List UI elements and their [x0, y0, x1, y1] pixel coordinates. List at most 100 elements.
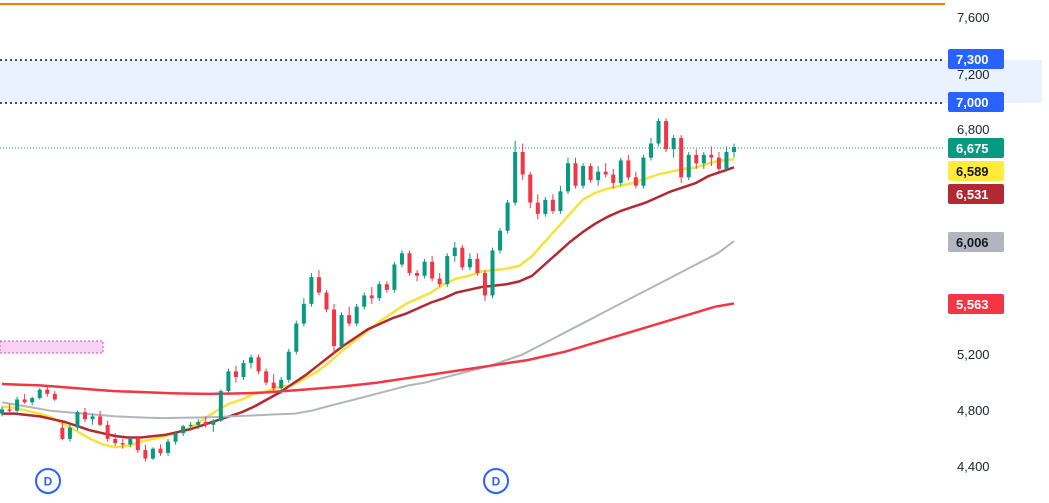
dividend-marker-2[interactable]: D: [483, 468, 509, 494]
candle: [558, 185, 563, 214]
candle: [596, 166, 601, 186]
moving-averages: [1, 157, 735, 449]
candle: [0, 406, 4, 417]
candle: [543, 197, 548, 217]
candle: [415, 270, 420, 282]
candle: [588, 163, 593, 183]
dividend-marker-1[interactable]: D: [35, 468, 61, 494]
price-zone-7000-7300: [0, 60, 1042, 103]
candle: [143, 444, 148, 462]
candle: [60, 422, 65, 441]
candle: [90, 413, 95, 425]
candle: [98, 410, 103, 427]
candle: [528, 171, 533, 209]
candle: [316, 270, 321, 296]
candle: [550, 194, 555, 214]
badge-ma-red: 5,563: [948, 294, 1004, 314]
candle: [135, 436, 140, 453]
candle: [354, 303, 359, 327]
candle: [452, 242, 457, 262]
candle: [233, 365, 238, 383]
candle: [309, 272, 314, 307]
candle: [475, 253, 480, 276]
candle: [150, 447, 155, 460]
y-tick-7600: 7,600: [957, 10, 990, 25]
y-tick-4400: 4,400: [957, 459, 990, 474]
candle: [7, 403, 12, 413]
candle: [166, 438, 171, 456]
y-tick-6800: 6,800: [957, 122, 990, 137]
candle: [732, 143, 736, 158]
candle: [377, 281, 382, 302]
pink-zone: [0, 340, 104, 354]
candle: [332, 303, 337, 355]
candle: [22, 393, 27, 404]
candle: [128, 436, 133, 448]
candle: [430, 256, 435, 282]
badge-ma-gray: 6,006: [948, 232, 1004, 252]
candle: [724, 146, 729, 172]
svg-text:D: D: [492, 475, 501, 489]
candle: [226, 368, 231, 393]
candle: [505, 199, 510, 234]
candle: [445, 253, 450, 287]
svg-text:7,300: 7,300: [956, 52, 989, 67]
candle: [218, 389, 223, 422]
candle: [626, 154, 631, 181]
candle: [369, 287, 374, 304]
svg-text:6,675: 6,675: [956, 141, 989, 156]
candle: [188, 422, 193, 431]
candle: [203, 416, 208, 428]
candle: [301, 298, 306, 327]
candle: [671, 135, 676, 158]
y-tick-7200: 7,200: [957, 67, 990, 82]
candle: [15, 396, 20, 414]
badge-ma-yellow: 6,589: [948, 161, 1004, 181]
candle: [581, 163, 586, 189]
ma-gray-line: [1, 240, 735, 420]
candle: [339, 312, 344, 349]
badge-7300: 7,300: [948, 49, 1004, 69]
svg-text:6,589: 6,589: [956, 164, 989, 179]
candle: [482, 270, 487, 302]
candle: [384, 281, 389, 293]
svg-text:5,563: 5,563: [956, 297, 989, 312]
candle: [286, 348, 291, 383]
candle: [437, 272, 442, 287]
candle: [241, 360, 246, 380]
candlesticks: [0, 118, 736, 462]
candle: [52, 391, 57, 401]
candle: [656, 118, 661, 147]
y-tick-4800: 4,800: [957, 403, 990, 418]
badge-last-price: 6,675: [948, 138, 1004, 158]
candle: [120, 438, 125, 449]
candle: [347, 306, 352, 327]
candle: [67, 424, 72, 442]
y-tick-5200: 5,200: [957, 347, 990, 362]
candle: [603, 163, 608, 178]
candle: [37, 388, 42, 400]
candle: [648, 137, 653, 161]
candle: [490, 247, 495, 299]
candle: [256, 354, 261, 375]
candle: [694, 149, 699, 169]
ma-red-line: [1, 302, 735, 396]
candle: [565, 157, 570, 195]
candle: [573, 157, 578, 189]
candle: [75, 410, 80, 431]
candle: [664, 118, 669, 152]
candle: [407, 250, 412, 276]
candle: [618, 157, 623, 186]
candle: [641, 154, 646, 189]
candle: [294, 320, 299, 355]
candle: [686, 152, 691, 181]
svg-text:6,006: 6,006: [956, 235, 989, 250]
candle: [83, 407, 88, 422]
candle: [30, 396, 35, 406]
candle: [701, 152, 706, 169]
candle: [392, 261, 397, 293]
candle: [498, 227, 503, 254]
candle: [264, 368, 269, 386]
candle: [362, 292, 367, 310]
